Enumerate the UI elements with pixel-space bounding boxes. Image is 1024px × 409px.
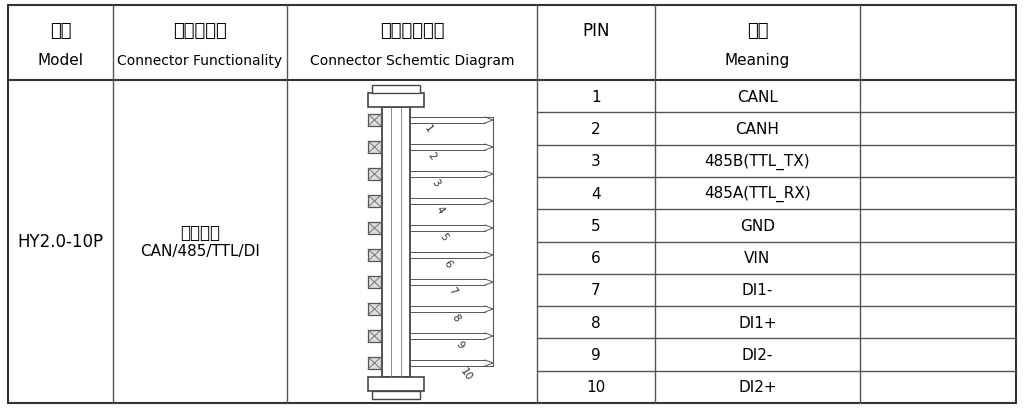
Bar [368, 357, 381, 369]
Text: 5: 5 [438, 230, 450, 242]
Text: Model: Model [38, 53, 84, 68]
Text: 485B(TTL_TX): 485B(TTL_TX) [705, 153, 810, 169]
Bar [368, 249, 381, 261]
Text: 7: 7 [446, 284, 458, 295]
Text: 10: 10 [458, 365, 474, 382]
Text: 1: 1 [591, 90, 601, 104]
Bar [368, 276, 381, 288]
Text: 3: 3 [591, 154, 601, 169]
Text: CANL: CANL [737, 90, 778, 104]
Text: 2: 2 [426, 150, 438, 161]
Bar [368, 93, 424, 107]
Bar [382, 107, 410, 377]
Text: 9: 9 [454, 338, 466, 349]
Text: 8: 8 [591, 315, 601, 330]
Bar [368, 142, 381, 154]
Text: Connector Schemtic Diagram: Connector Schemtic Diagram [309, 54, 514, 67]
Text: 9: 9 [591, 347, 601, 362]
Text: 485A(TTL_RX): 485A(TTL_RX) [705, 186, 811, 202]
Bar [372, 391, 420, 398]
Text: DI1+: DI1+ [738, 315, 777, 330]
Text: 型号: 型号 [50, 22, 72, 40]
Text: 1: 1 [422, 123, 434, 134]
Text: 3: 3 [430, 177, 442, 188]
Text: 含义: 含义 [746, 22, 768, 40]
Text: CANH: CANH [735, 121, 779, 137]
Text: 8: 8 [450, 311, 462, 322]
Text: DI2-: DI2- [741, 347, 773, 362]
Bar [368, 377, 424, 391]
Bar [368, 330, 381, 342]
Text: 通讯接口: 通讯接口 [180, 224, 220, 242]
Text: CAN/485/TTL/DI: CAN/485/TTL/DI [140, 243, 260, 258]
Text: 接插件功能: 接插件功能 [173, 22, 227, 40]
Text: 10: 10 [587, 380, 605, 394]
Bar [368, 196, 381, 207]
Bar [368, 169, 381, 180]
Text: 4: 4 [434, 204, 446, 215]
Text: Meaning: Meaning [725, 53, 791, 68]
Bar [368, 303, 381, 315]
Text: 接插件示意图: 接插件示意图 [380, 22, 444, 40]
Text: 6: 6 [442, 257, 454, 268]
Text: DI1-: DI1- [741, 283, 773, 298]
Text: PIN: PIN [583, 22, 609, 40]
Text: VIN: VIN [744, 251, 771, 265]
Bar [372, 85, 420, 93]
Text: HY2.0-10P: HY2.0-10P [17, 233, 103, 251]
Text: 2: 2 [591, 121, 601, 137]
Text: 6: 6 [591, 251, 601, 265]
Text: GND: GND [740, 218, 775, 233]
Text: Connector Functionality: Connector Functionality [118, 54, 283, 67]
Text: 4: 4 [591, 186, 601, 201]
Bar [368, 222, 381, 234]
Bar [368, 115, 381, 127]
Text: 7: 7 [591, 283, 601, 298]
Text: DI2+: DI2+ [738, 380, 777, 394]
Text: 5: 5 [591, 218, 601, 233]
